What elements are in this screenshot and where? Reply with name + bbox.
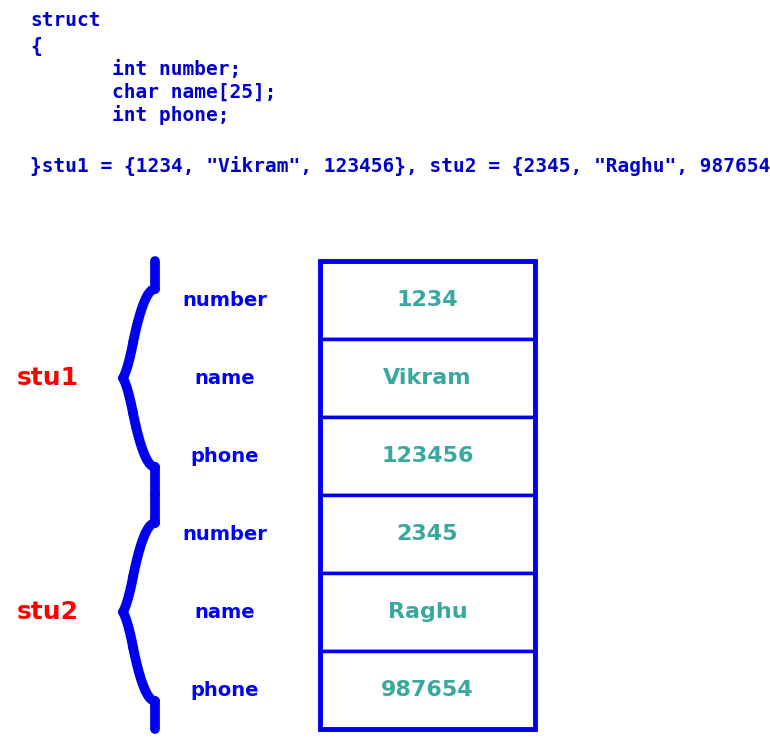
- Text: number: number: [182, 291, 267, 309]
- Text: name: name: [195, 602, 256, 622]
- Text: int phone;: int phone;: [65, 105, 229, 125]
- Text: struct: struct: [30, 11, 101, 31]
- Text: 2345: 2345: [397, 524, 458, 544]
- Text: 1234: 1234: [397, 290, 458, 310]
- Text: {: {: [30, 37, 42, 56]
- Text: 987654: 987654: [381, 680, 474, 700]
- Text: Vikram: Vikram: [383, 368, 472, 388]
- Bar: [320, 573, 535, 651]
- Bar: [320, 417, 535, 495]
- Text: int number;: int number;: [65, 59, 241, 79]
- Text: name: name: [195, 369, 256, 388]
- Text: number: number: [182, 524, 267, 544]
- Bar: [320, 339, 535, 417]
- Bar: [320, 261, 535, 729]
- Text: }stu1 = {1234, "Vikram", 123456}, stu2 = {2345, "Raghu", 987654};: }stu1 = {1234, "Vikram", 123456}, stu2 =…: [30, 156, 770, 176]
- Text: 123456: 123456: [381, 446, 474, 466]
- Text: phone: phone: [191, 680, 259, 699]
- Text: phone: phone: [191, 447, 259, 466]
- Text: Raghu: Raghu: [387, 602, 467, 622]
- Text: stu2: stu2: [17, 600, 79, 624]
- Bar: [320, 651, 535, 729]
- Bar: [320, 261, 535, 339]
- Bar: [320, 495, 535, 573]
- Text: stu1: stu1: [17, 366, 79, 390]
- Text: char name[25];: char name[25];: [65, 83, 276, 101]
